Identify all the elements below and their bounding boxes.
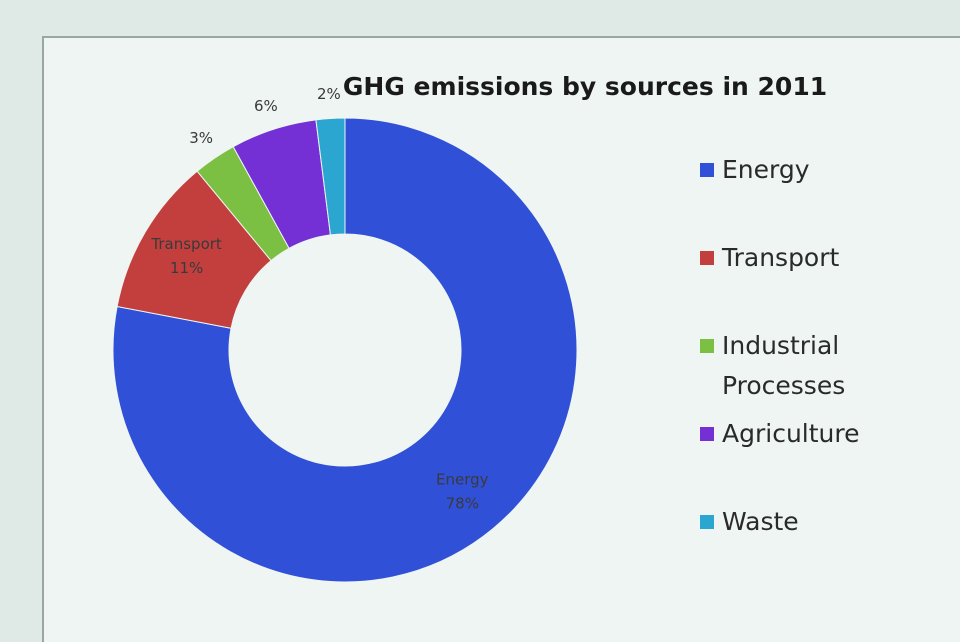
- legend-item: Energy: [700, 150, 890, 190]
- value-label: 6%: [254, 97, 278, 115]
- legend-swatch: [700, 251, 714, 265]
- value-label: 3%: [189, 129, 213, 147]
- slice-category-label: Transport: [150, 235, 222, 253]
- slice: [315, 117, 346, 236]
- legend-swatch: [700, 515, 714, 529]
- legend-label: Waste: [722, 507, 799, 536]
- legend-swatch: [700, 427, 714, 441]
- legend-swatch: [700, 163, 714, 177]
- legend-item: Waste: [700, 502, 890, 542]
- chart-title: GHG emissions by sources in 2011: [343, 72, 827, 101]
- legend-label: Agriculture: [722, 419, 860, 448]
- legend-label: Transport: [722, 243, 840, 272]
- value-label: 2%: [317, 85, 341, 103]
- legend-label: Energy: [722, 155, 810, 184]
- legend-label: Industrial Processes: [722, 331, 846, 400]
- legend-swatch: [700, 339, 714, 353]
- legend-item: Industrial Processes: [700, 326, 890, 406]
- slice: [112, 117, 578, 583]
- value-label: 11%: [170, 259, 203, 277]
- slice-category-label: Energy: [436, 470, 489, 488]
- legend-item: Agriculture: [700, 414, 890, 454]
- value-label: 78%: [446, 494, 479, 512]
- legend-item: Transport: [700, 238, 890, 278]
- legend: Energy Transport Industrial Processes Agric…: [700, 0, 900, 642]
